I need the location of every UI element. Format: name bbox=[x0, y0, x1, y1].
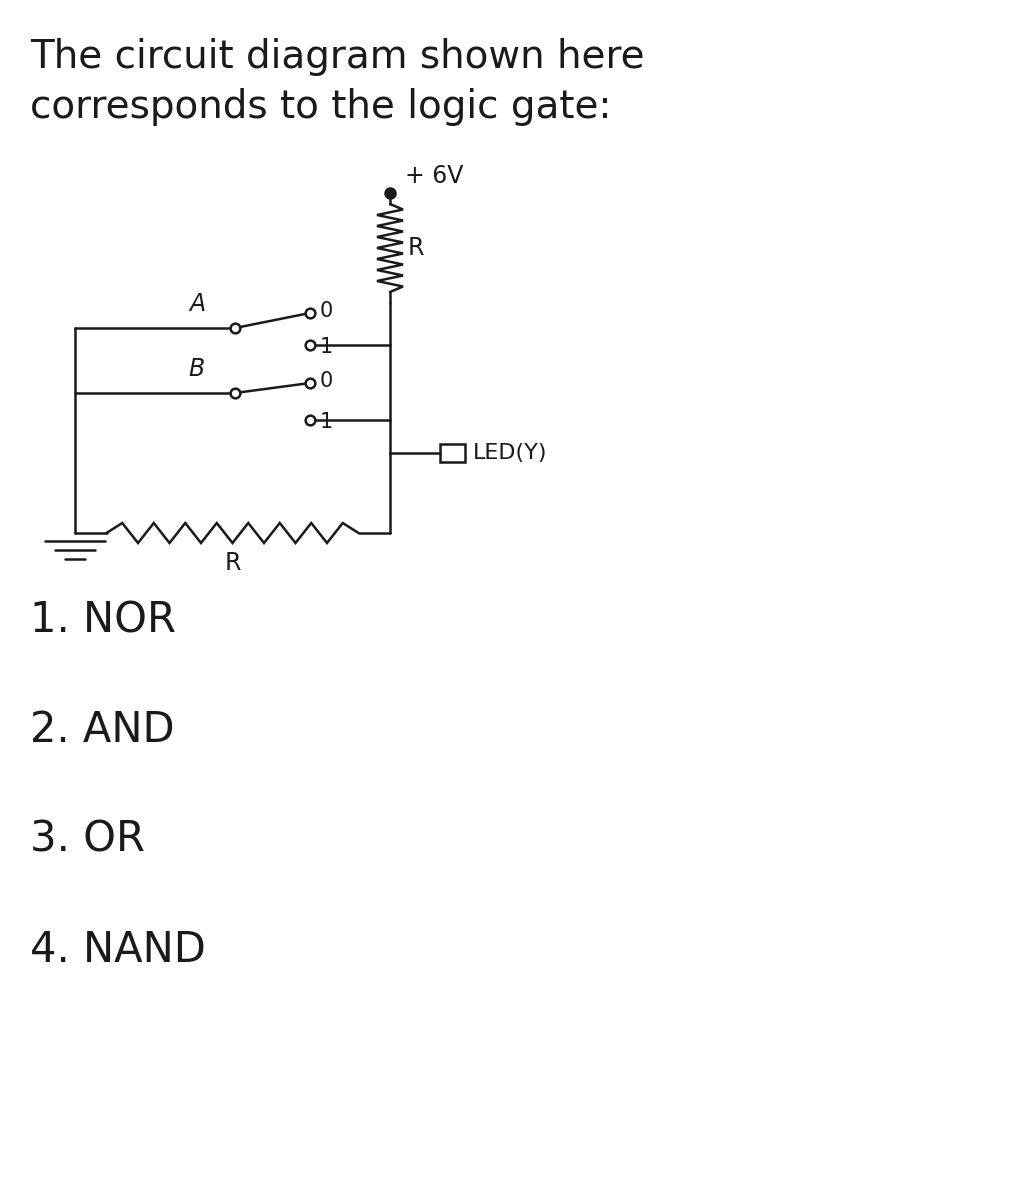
Text: 2. AND: 2. AND bbox=[30, 709, 175, 751]
Text: The circuit diagram shown here: The circuit diagram shown here bbox=[30, 38, 645, 76]
Text: 0: 0 bbox=[319, 300, 333, 321]
Text: 4. NAND: 4. NAND bbox=[30, 929, 206, 971]
Text: 1. NOR: 1. NOR bbox=[30, 599, 176, 641]
Text: corresponds to the logic gate:: corresponds to the logic gate: bbox=[30, 88, 611, 127]
Text: LED(Y): LED(Y) bbox=[473, 442, 548, 463]
Text: + 6V: + 6V bbox=[406, 164, 464, 188]
Text: 1: 1 bbox=[319, 337, 333, 357]
Bar bbox=[440, 444, 465, 463]
Text: R: R bbox=[224, 551, 241, 575]
Text: 1: 1 bbox=[319, 412, 333, 432]
Text: 3. OR: 3. OR bbox=[30, 819, 145, 861]
Text: R: R bbox=[408, 235, 425, 260]
Text: B: B bbox=[188, 357, 205, 381]
Text: 0: 0 bbox=[319, 371, 333, 392]
Text: A: A bbox=[188, 292, 205, 316]
